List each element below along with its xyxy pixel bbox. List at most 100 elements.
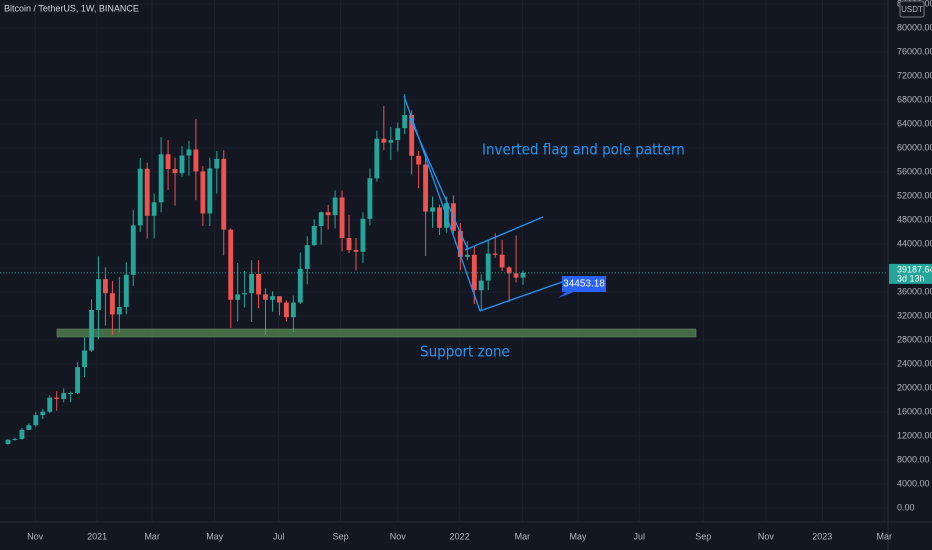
candle-body xyxy=(144,168,150,216)
x-tick-label: May xyxy=(570,531,588,541)
candle-body xyxy=(61,393,67,399)
candle-body xyxy=(96,279,101,311)
y-tick-label: 68000.00 xyxy=(897,94,932,104)
x-tick-label: Nov xyxy=(390,531,407,541)
candle-body xyxy=(68,393,74,395)
x-tick-label: Sep xyxy=(695,531,711,541)
candle-body xyxy=(409,115,415,156)
x-tick-label: 2022 xyxy=(450,531,470,541)
last-price-label: 39187.64 xyxy=(897,264,932,274)
candle-body xyxy=(256,274,261,295)
candle-body xyxy=(339,197,345,239)
support-annotation: Support zone xyxy=(420,343,510,361)
y-tick-label: 52000.00 xyxy=(897,190,932,200)
y-tick-label: 4000.00 xyxy=(897,478,930,488)
candle-body xyxy=(75,367,81,394)
x-tick-label: Nov xyxy=(758,531,775,541)
candle-body xyxy=(179,155,185,174)
x-tick-label: Jul xyxy=(633,531,645,541)
y-tick-label: 16000.00 xyxy=(897,406,932,416)
candle-body xyxy=(374,138,380,179)
candle-body xyxy=(318,212,324,227)
candle-body xyxy=(207,168,213,214)
candle-body xyxy=(40,411,46,416)
y-tick-label: 80000.00 xyxy=(897,22,932,32)
candle-body xyxy=(12,439,18,441)
y-tick-label: 72000.00 xyxy=(897,70,932,80)
currency-box xyxy=(899,0,925,18)
x-tick-label: Nov xyxy=(27,531,44,541)
candle-body xyxy=(123,274,129,308)
candle-body xyxy=(485,253,491,281)
candle-body xyxy=(228,229,234,300)
last-price-box xyxy=(889,263,932,284)
candle-body xyxy=(325,212,331,216)
candle-body xyxy=(89,310,94,351)
y-tick-label: 60000.00 xyxy=(897,142,932,152)
candle-body xyxy=(242,293,248,295)
x-tick-label: Jul xyxy=(273,531,285,541)
candle-body xyxy=(437,207,442,228)
candle-body xyxy=(457,230,463,257)
y-tick-label: 28000.00 xyxy=(897,334,932,344)
candle-body xyxy=(304,245,310,269)
currency-label: USDT xyxy=(901,5,923,14)
candle-body xyxy=(151,202,157,216)
candle-body xyxy=(249,274,255,294)
candle-body xyxy=(332,197,338,216)
candle-body xyxy=(402,115,408,129)
support-zone xyxy=(56,328,697,338)
candle-body xyxy=(193,149,199,172)
candle-body xyxy=(33,415,39,426)
candle-body xyxy=(137,168,143,226)
x-tick-label: 2021 xyxy=(87,531,107,541)
candle-body xyxy=(346,238,352,251)
axes: 0.00 4000.00 8000.00 12000.00 16000.00 20000.… xyxy=(27,0,932,541)
candle-body xyxy=(172,169,178,174)
candle-body xyxy=(395,128,401,141)
candle-body xyxy=(214,158,220,169)
candle-body xyxy=(423,164,429,212)
countdown-label: 3d 13h xyxy=(897,273,925,283)
price-tag-box xyxy=(558,276,606,298)
candle-body xyxy=(116,307,122,315)
candle-body xyxy=(54,397,60,399)
candle-body xyxy=(19,429,25,440)
candle-body xyxy=(5,439,11,444)
y-tick-label: 20000.00 xyxy=(897,382,932,392)
y-tick-label: 64000.00 xyxy=(897,118,932,128)
x-tick-label: Mar xyxy=(515,531,531,541)
candle-body xyxy=(492,253,498,255)
y-tick-label: 24000.00 xyxy=(897,358,932,368)
candle-body xyxy=(270,296,275,300)
y-tick-label: 12000.00 xyxy=(897,430,932,440)
candle-body xyxy=(186,149,192,156)
x-tick-label: Mar xyxy=(144,531,160,541)
candle-body xyxy=(478,280,484,291)
candle-body xyxy=(130,225,136,275)
x-tick-label: May xyxy=(206,531,224,541)
candle-body xyxy=(388,140,394,143)
candle-body xyxy=(464,254,470,257)
flag-lower-line xyxy=(479,281,563,312)
candle-body xyxy=(416,155,422,165)
x-tick-label: Mar xyxy=(876,531,892,541)
drawings xyxy=(403,95,563,312)
y-tick-label: 8000.00 xyxy=(897,454,930,464)
y-tick-label: 76000.00 xyxy=(897,46,932,56)
chart-title: Bitcoin / TetherUS, 1W, BINANCE xyxy=(4,3,139,13)
candle-body xyxy=(381,138,387,143)
y-tick-label: 32000.00 xyxy=(897,310,932,320)
candle-body xyxy=(499,254,505,268)
candle-body xyxy=(102,279,108,294)
candle-body xyxy=(311,226,317,246)
candle-body xyxy=(353,250,359,252)
candle-body xyxy=(283,302,289,318)
candle-body xyxy=(263,294,268,300)
y-tick-label: 0.00 xyxy=(897,502,915,512)
y-tick-label: 44000.00 xyxy=(897,238,932,248)
candle-body xyxy=(430,207,435,212)
candle-body xyxy=(221,158,227,230)
